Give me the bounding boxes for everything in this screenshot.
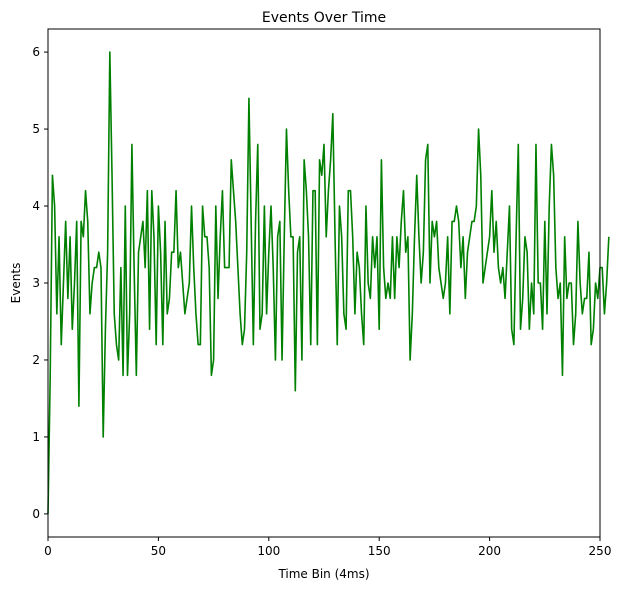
y-axis-title: Events — [9, 263, 23, 304]
y-axis: 0 1 2 3 4 5 6 — [32, 45, 48, 521]
plot-background — [48, 29, 600, 537]
chart-title: Events Over Time — [262, 10, 386, 26]
y-tick-label: 1 — [32, 430, 40, 444]
x-tick-label: 100 — [257, 544, 280, 558]
y-tick-label: 6 — [32, 45, 40, 59]
series-line — [47, 51, 610, 514]
x-axis-title: Time Bin (4ms) — [277, 567, 369, 581]
x-tick-label: 150 — [368, 544, 391, 558]
y-tick-label: 4 — [32, 199, 40, 213]
x-tick-label: 0 — [44, 544, 52, 558]
series-group — [47, 51, 610, 514]
y-tick-label: 3 — [32, 276, 40, 290]
x-tick-label: 50 — [151, 544, 166, 558]
plot-area — [48, 29, 600, 537]
y-tick-label: 2 — [32, 353, 40, 367]
x-axis: 0 50 100 150 200 250 — [44, 537, 611, 558]
y-tick-label: 0 — [32, 507, 40, 521]
x-tick-label: 250 — [589, 544, 612, 558]
y-tick-label: 5 — [32, 122, 40, 136]
axes-frame — [47, 28, 601, 538]
x-tick-label: 200 — [478, 544, 501, 558]
